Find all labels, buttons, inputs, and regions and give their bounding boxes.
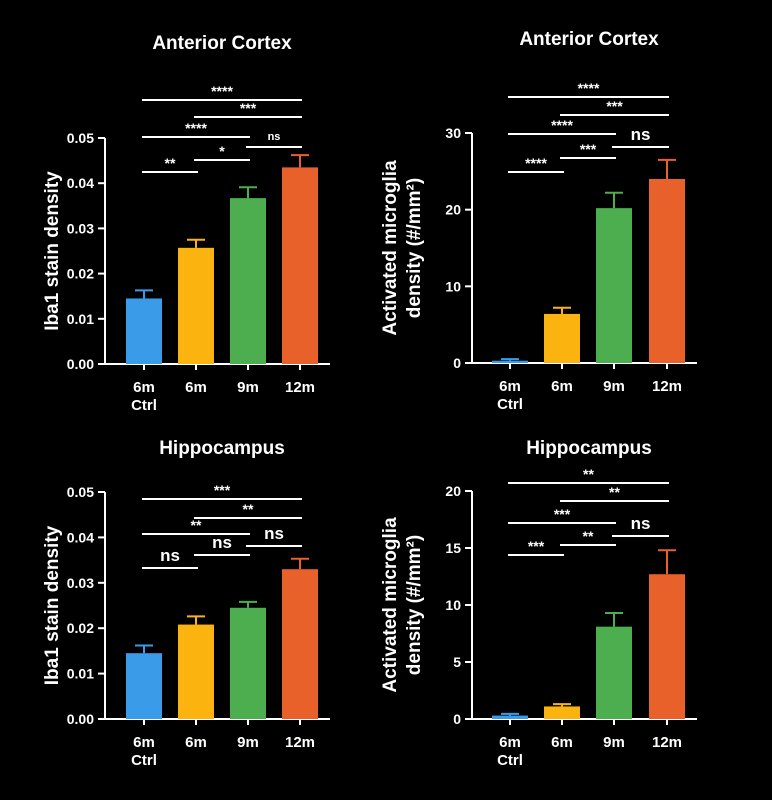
significance-label: ns [160,546,180,565]
y-axis-label: Activated microglia density (#/mm²) [380,160,425,336]
x-tick-label: 9m [237,734,259,751]
bar [126,298,162,364]
y-tick-label: 0.01 [67,666,94,682]
significance-label: ** [583,528,594,544]
x-tick-label: 12m [285,734,315,751]
significance-label: ns [631,125,651,144]
bar [230,607,266,719]
bar [126,653,162,719]
y-tick-label: 0 [453,711,461,727]
x-tick-label: 9m [237,379,259,396]
bar [544,706,580,719]
significance-label: ns [268,131,281,143]
x-tick-label: 6m [499,378,521,395]
y-axis-label-line: density (#/mm²) [404,535,425,675]
y-tick-label: 15 [445,540,461,556]
significance-label: * [219,143,225,159]
y-tick-label: 0 [453,355,461,371]
y-tick-label: 0.05 [67,484,94,500]
bar [492,715,528,719]
y-tick-label: 20 [445,483,461,499]
chart-title: Hippocampus [526,438,652,459]
significance-label: ns [264,524,284,543]
bar [178,247,214,364]
y-tick-label: 5 [453,654,461,670]
y-tick-label: 0.03 [67,220,94,236]
x-tick-label: 6m [185,379,207,396]
bar [282,167,318,364]
y-tick-label: 10 [445,278,461,294]
x-tick-label: 9m [603,734,625,751]
significance-label: ** [243,501,254,517]
bar [178,624,214,719]
y-tick-label: 30 [445,125,461,141]
significance-label: **** [185,120,207,136]
chart-title: Anterior Cortex [152,33,292,54]
bar [492,360,528,363]
significance-label: ** [583,466,594,482]
x-tick-label: 6m [133,379,155,396]
significance-label: **** [211,83,233,99]
bar [282,569,318,719]
y-tick-label: 0.04 [67,175,94,191]
significance-label: *** [554,506,571,522]
x-tick-label: Ctrl [497,396,523,413]
y-axis-label-line: density (#/mm²) [404,178,425,318]
bar [649,179,685,363]
y-axis-label: Iba1 stain density [42,171,63,331]
significance-label: ** [165,155,176,171]
chart-title: Anterior Cortex [519,29,659,50]
significance-label: *** [528,538,545,554]
significance-label: **** [551,117,573,133]
significance-label: ns [631,514,651,533]
significance-label: ns [212,533,232,552]
x-tick-label: 6m [133,734,155,751]
y-axis-label: Iba1 stain density [42,525,63,685]
y-tick-label: 0.02 [67,620,94,636]
bar [596,208,632,363]
bar [649,574,685,719]
x-tick-label: Ctrl [131,397,157,414]
significance-label: **** [525,155,547,171]
x-tick-label: 6m [551,378,573,395]
y-tick-label: 0.03 [67,575,94,591]
y-tick-label: 0.00 [67,356,94,372]
y-tick-label: 0.04 [67,529,94,545]
y-tick-label: 0.05 [67,130,94,146]
x-tick-label: 12m [652,378,682,395]
x-tick-label: 12m [652,734,682,751]
significance-label: **** [578,80,600,96]
y-tick-label: 20 [445,202,461,218]
x-tick-label: Ctrl [131,752,157,769]
y-axis-label-line: Activated microglia [380,160,401,336]
chart-3: Hippocampus Iba1 stain density 0.00 0.01 0.0… [42,438,330,769]
significance-label: *** [580,141,597,157]
x-tick-label: 6m [499,734,521,751]
y-tick-label: 0.02 [67,266,94,282]
significance-label: ** [191,517,202,533]
x-tick-label: 12m [285,379,315,396]
significance-label: *** [606,98,623,114]
y-tick-label: 10 [445,597,461,613]
y-tick-label: 0.01 [67,311,94,327]
x-tick-label: 6m [185,734,207,751]
significance-label: *** [240,100,257,116]
bar [544,313,580,363]
x-tick-label: Ctrl [497,752,523,769]
bar [230,198,266,364]
significance-label: ** [609,484,620,500]
chart-title: Hippocampus [159,438,285,459]
bar [596,626,632,719]
x-tick-label: 9m [603,378,625,395]
significance-label: *** [214,482,231,498]
x-tick-label: 6m [551,734,573,751]
chart-4: Hippocampus Activated microglia density (#… [380,438,697,769]
chart-2: Anterior Cortex Activated microglia densit… [380,29,697,413]
y-axis-label: Activated microglia density (#/mm²) [380,517,425,693]
y-tick-label: 0.00 [67,711,94,727]
y-axis-label-line: Activated microglia [380,517,401,693]
chart-1: Anterior Cortex Iba1 stain density 0.00 0.0… [42,33,330,414]
